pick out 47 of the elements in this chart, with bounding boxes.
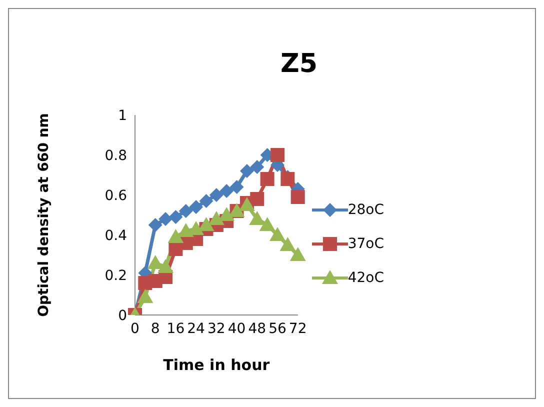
point: [270, 148, 284, 162]
point: [240, 164, 254, 178]
x-tick-label: 16: [166, 320, 185, 337]
x-tick-label: 32: [208, 320, 226, 337]
legend-label: 42oC: [348, 270, 384, 286]
chart-title: Z5: [280, 49, 318, 79]
point: [218, 207, 235, 221]
point: [220, 184, 234, 198]
y-tick-label: 1: [118, 108, 127, 124]
y-tick-label: 0.4: [104, 228, 128, 244]
point: [260, 172, 274, 186]
x-tick-label: 72: [288, 320, 307, 337]
point: [148, 218, 162, 232]
legend-label: 28oC: [348, 202, 384, 218]
legend-label: 37oC: [348, 236, 384, 252]
point: [280, 237, 296, 251]
y-axis-title: Optical density at 660 nm: [36, 113, 52, 317]
point: [199, 194, 214, 208]
x-tick-label: 8: [150, 320, 160, 337]
point: [189, 200, 204, 214]
point: [290, 247, 306, 261]
point: [290, 190, 305, 204]
y-tick-label: 0.8: [104, 148, 127, 164]
x-tick-label: 24: [187, 320, 206, 337]
x-tick-label: 48: [248, 320, 266, 337]
point: [209, 188, 224, 202]
point: [259, 217, 276, 231]
y-tick-label: 0.2: [104, 268, 127, 284]
point: [158, 212, 173, 226]
point: [230, 180, 244, 194]
x-tick-label: 56: [268, 320, 286, 337]
point: [198, 217, 214, 231]
point: [137, 289, 154, 303]
x-tick-label: 0: [130, 320, 140, 337]
point: [158, 259, 174, 273]
point: [250, 192, 264, 206]
point: [168, 229, 184, 243]
point: [168, 210, 183, 224]
point: [269, 227, 286, 241]
point: [178, 223, 194, 237]
y-tick-label: 0.6: [104, 188, 128, 204]
point: [250, 160, 264, 174]
x-axis-title: Time in hour: [163, 356, 270, 374]
x-tick-label: 40: [228, 320, 246, 337]
point: [178, 204, 193, 218]
y-tick-label: 0: [118, 308, 127, 324]
point: [208, 211, 224, 225]
